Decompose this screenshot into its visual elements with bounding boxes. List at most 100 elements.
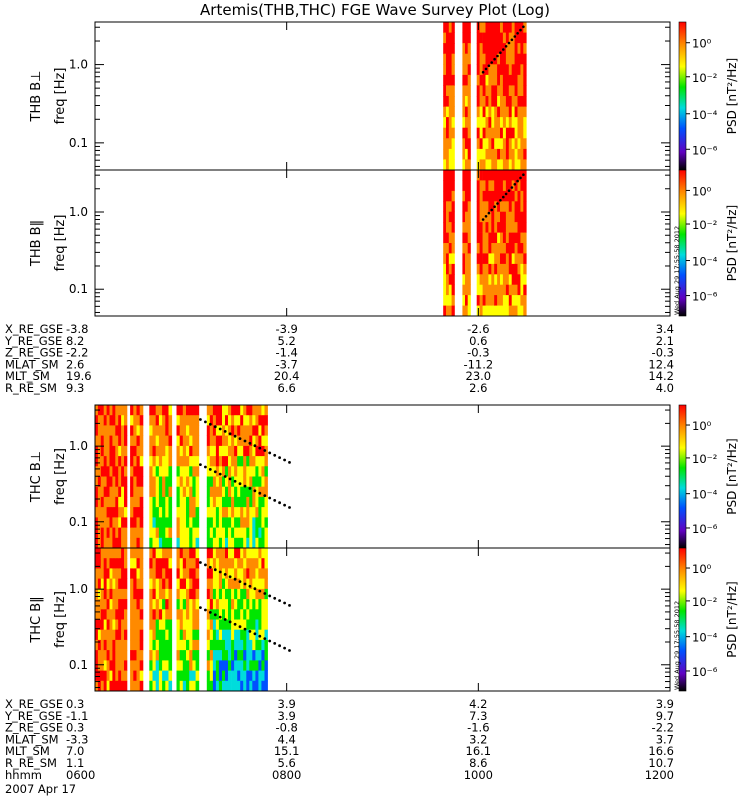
spectrogram-cell bbox=[152, 507, 157, 518]
spectrogram-cell bbox=[149, 435, 153, 447]
spectrogram-cell bbox=[136, 599, 141, 610]
spectrogram-cell bbox=[443, 106, 447, 118]
spectrogram-cell bbox=[192, 435, 196, 447]
ephemeris-value: -1.4 bbox=[275, 346, 297, 360]
spectrogram-cell bbox=[520, 263, 524, 275]
spectrogram-cell bbox=[514, 148, 518, 160]
spectrogram-cell bbox=[451, 190, 455, 202]
spectrogram-cell bbox=[448, 295, 452, 306]
spectrogram-cell bbox=[514, 117, 518, 129]
spectrogram-cell bbox=[189, 537, 193, 549]
spectrogram-cell bbox=[182, 486, 187, 498]
spectrogram-cell bbox=[491, 85, 495, 97]
spectrogram-cell bbox=[252, 537, 256, 549]
gyrofrequency-point bbox=[283, 458, 286, 462]
spectrogram-cell bbox=[258, 425, 262, 436]
spectrogram-cell bbox=[261, 456, 265, 467]
ephemeris-label: MLAT_SM bbox=[5, 357, 59, 371]
spectrogram-cell bbox=[494, 243, 498, 254]
spectrogram-cell bbox=[118, 619, 122, 631]
spectrogram-cell bbox=[517, 96, 521, 107]
spectrogram-cell bbox=[488, 263, 492, 275]
spectrogram-cell bbox=[195, 456, 200, 467]
spectrogram-cell bbox=[106, 486, 110, 498]
spectrogram-cell bbox=[225, 517, 229, 528]
spectrogram-cell bbox=[218, 619, 223, 631]
spectrogram-cell bbox=[462, 305, 466, 317]
spectrogram-cell bbox=[130, 415, 134, 426]
spectrogram-cell bbox=[158, 588, 163, 600]
spectrogram-cell bbox=[234, 435, 238, 447]
spectrogram-cell bbox=[106, 435, 110, 447]
spectrogram-cell bbox=[508, 253, 513, 265]
spectrogram-cell bbox=[462, 201, 466, 213]
spectrogram-cell bbox=[130, 517, 134, 528]
spectrogram-cell bbox=[500, 211, 504, 223]
spectrogram-cell bbox=[152, 680, 157, 692]
spectrogram-cell bbox=[206, 680, 211, 692]
spectrogram-cell bbox=[179, 660, 184, 671]
gyrofrequency-point bbox=[510, 38, 514, 42]
spectrogram-cell bbox=[155, 619, 160, 631]
colorbar-label: PSD [nT²/Hz] bbox=[725, 58, 739, 134]
spectrogram-cell bbox=[162, 507, 166, 518]
spectrogram-cell bbox=[476, 85, 480, 97]
spectrogram-cell bbox=[258, 435, 262, 447]
spectrogram-cell bbox=[465, 127, 469, 139]
spectrogram-cell bbox=[462, 222, 466, 233]
spectrogram-cell bbox=[97, 680, 102, 692]
spectrogram-cell bbox=[482, 117, 486, 129]
spectrogram-cell bbox=[155, 599, 160, 610]
spectrogram-cell bbox=[264, 415, 268, 426]
spectrogram-cell bbox=[118, 629, 122, 641]
spectrogram-cell bbox=[446, 106, 450, 118]
spectrogram-cell bbox=[95, 476, 99, 488]
spectrogram-cell bbox=[162, 629, 166, 641]
spectrogram-cell bbox=[249, 517, 253, 528]
spectrogram-cell bbox=[451, 159, 455, 171]
spectrogram-cell bbox=[237, 578, 241, 590]
spectrogram-cell bbox=[479, 295, 483, 306]
spectrogram-cell bbox=[162, 527, 166, 539]
spectrogram-cell bbox=[186, 466, 190, 477]
spectrogram-cell bbox=[182, 445, 187, 457]
spectrogram-cell bbox=[195, 445, 200, 457]
spectrogram-cell bbox=[176, 425, 181, 436]
spectrogram-cell bbox=[133, 609, 137, 620]
spectrogram-cell bbox=[106, 578, 110, 590]
y-tick-label: 1.0 bbox=[69, 58, 88, 72]
spectrogram-cell bbox=[192, 405, 196, 416]
spectrogram-cell bbox=[514, 274, 518, 286]
spectrogram-cell bbox=[152, 639, 157, 651]
spectrogram-cell bbox=[261, 650, 265, 661]
spectrogram-cell bbox=[109, 466, 113, 477]
spectrogram-cell bbox=[228, 415, 232, 426]
spectrogram-cell bbox=[502, 117, 507, 129]
ephemeris-value: 2.1 bbox=[656, 334, 674, 348]
spectrogram-cell bbox=[182, 537, 187, 549]
spectrogram-cell bbox=[195, 629, 200, 641]
spectrogram-cell bbox=[155, 558, 160, 569]
spectrogram-cell bbox=[95, 445, 99, 457]
spectrogram-cell bbox=[446, 222, 450, 233]
spectrogram-cell bbox=[494, 295, 498, 306]
spectrogram-cell bbox=[133, 466, 137, 477]
spectrogram-cell bbox=[446, 180, 450, 192]
spectrogram-cell bbox=[500, 295, 504, 306]
spectrogram-cell bbox=[462, 117, 466, 129]
ephemeris-value: -3.7 bbox=[275, 357, 297, 371]
spectrogram-cell bbox=[255, 496, 259, 508]
spectrogram-cell bbox=[243, 466, 247, 477]
spectrogram-cell bbox=[218, 599, 223, 610]
spectrogram-cell bbox=[479, 106, 483, 118]
gyrofrequency-point bbox=[502, 195, 505, 199]
spectrogram-cell bbox=[234, 599, 238, 610]
spectrogram-cell bbox=[479, 170, 483, 181]
spectrogram-cell bbox=[514, 22, 518, 33]
spectrogram-cell bbox=[446, 170, 450, 181]
spectrogram-cell bbox=[209, 527, 214, 539]
spectrogram-cell bbox=[237, 445, 241, 457]
spectrogram-cell bbox=[124, 558, 128, 569]
